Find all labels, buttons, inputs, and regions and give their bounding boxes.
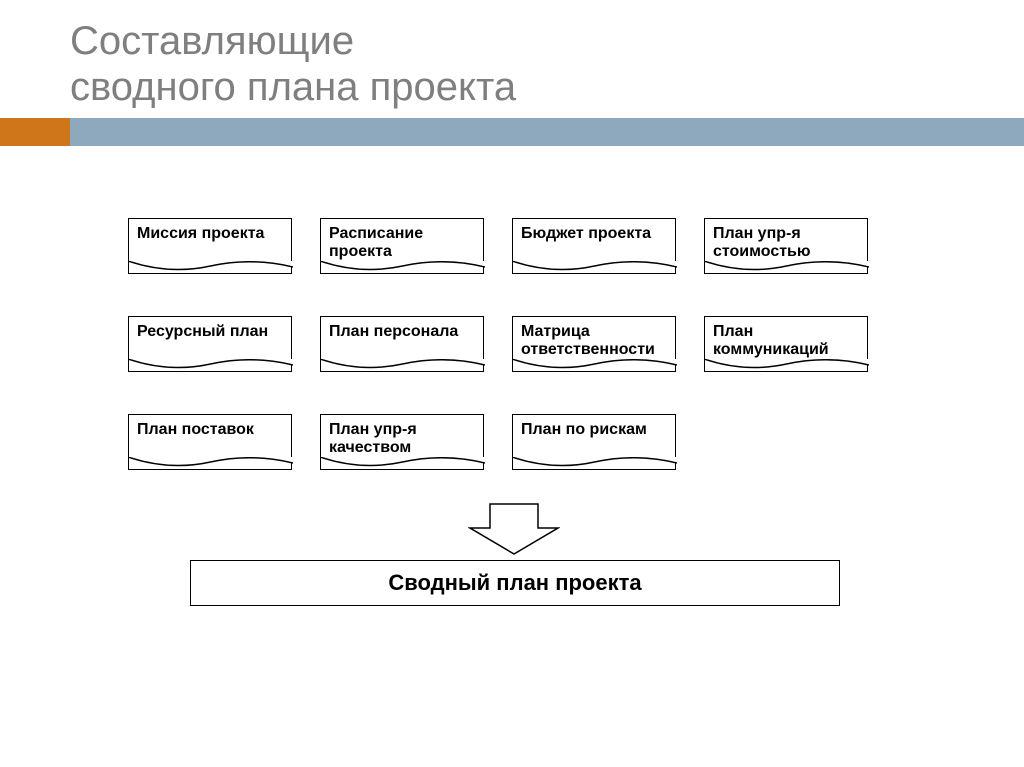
summary-plan-box: Сводный план проекта [190,560,840,606]
doc-label: План упр-я качеством [329,421,417,456]
doc-label: Расписание проекта [329,225,423,260]
doc-communications: План коммуникаций [704,316,868,372]
accent-orange [0,118,70,146]
doc-risk: План по рискам [512,414,676,470]
doc-label: План персонала [329,323,458,340]
doc-schedule: Расписание проекта [320,218,484,274]
doc-responsibility: Матрица ответственности [512,316,676,372]
doc-quality: План упр-я качеством [320,414,484,470]
doc-budget: Бюджет проекта [512,218,676,274]
doc-label: Матрица ответственности [521,323,655,358]
doc-fold-icon [704,261,869,275]
doc-label: Бюджет проекта [521,225,651,242]
doc-label: Ресурсный план [137,323,268,340]
doc-cost-mgmt: План упр-я стоимостью [704,218,868,274]
doc-fold-icon [512,359,677,373]
doc-label: План коммуникаций [713,323,829,358]
arrow-down-icon [468,502,560,556]
diagram-row-2: Ресурсный план План персонала Матрица от… [128,316,908,372]
doc-resource: Ресурсный план [128,316,292,372]
doc-fold-icon [128,261,293,275]
title-line-1: Составляющие [70,18,970,64]
doc-label: Миссия проекта [137,225,264,242]
diagram-row-1: Миссия проекта Расписание проекта Бюджет… [128,218,908,274]
doc-fold-icon [320,261,485,275]
doc-fold-icon [128,457,293,471]
doc-personnel: План персонала [320,316,484,372]
doc-supply: План поставок [128,414,292,470]
accent-blue [70,118,1024,146]
plan-diagram: Миссия проекта Расписание проекта Бюджет… [128,218,908,512]
slide-title: Составляющие сводного плана проекта [70,18,970,110]
doc-fold-icon [320,359,485,373]
doc-label: План по рискам [521,421,647,438]
diagram-row-3: План поставок План упр-я качеством План … [128,414,908,470]
summary-label: Сводный план проекта [388,570,641,596]
doc-fold-icon [704,359,869,373]
doc-label: План поставок [137,421,254,438]
doc-label: План упр-я стоимостью [713,225,811,260]
doc-fold-icon [512,457,677,471]
doc-fold-icon [512,261,677,275]
doc-fold-icon [128,359,293,373]
header-accent-bar [0,118,1024,146]
doc-fold-icon [320,457,485,471]
title-line-2: сводного плана проекта [70,64,970,110]
doc-mission: Миссия проекта [128,218,292,274]
